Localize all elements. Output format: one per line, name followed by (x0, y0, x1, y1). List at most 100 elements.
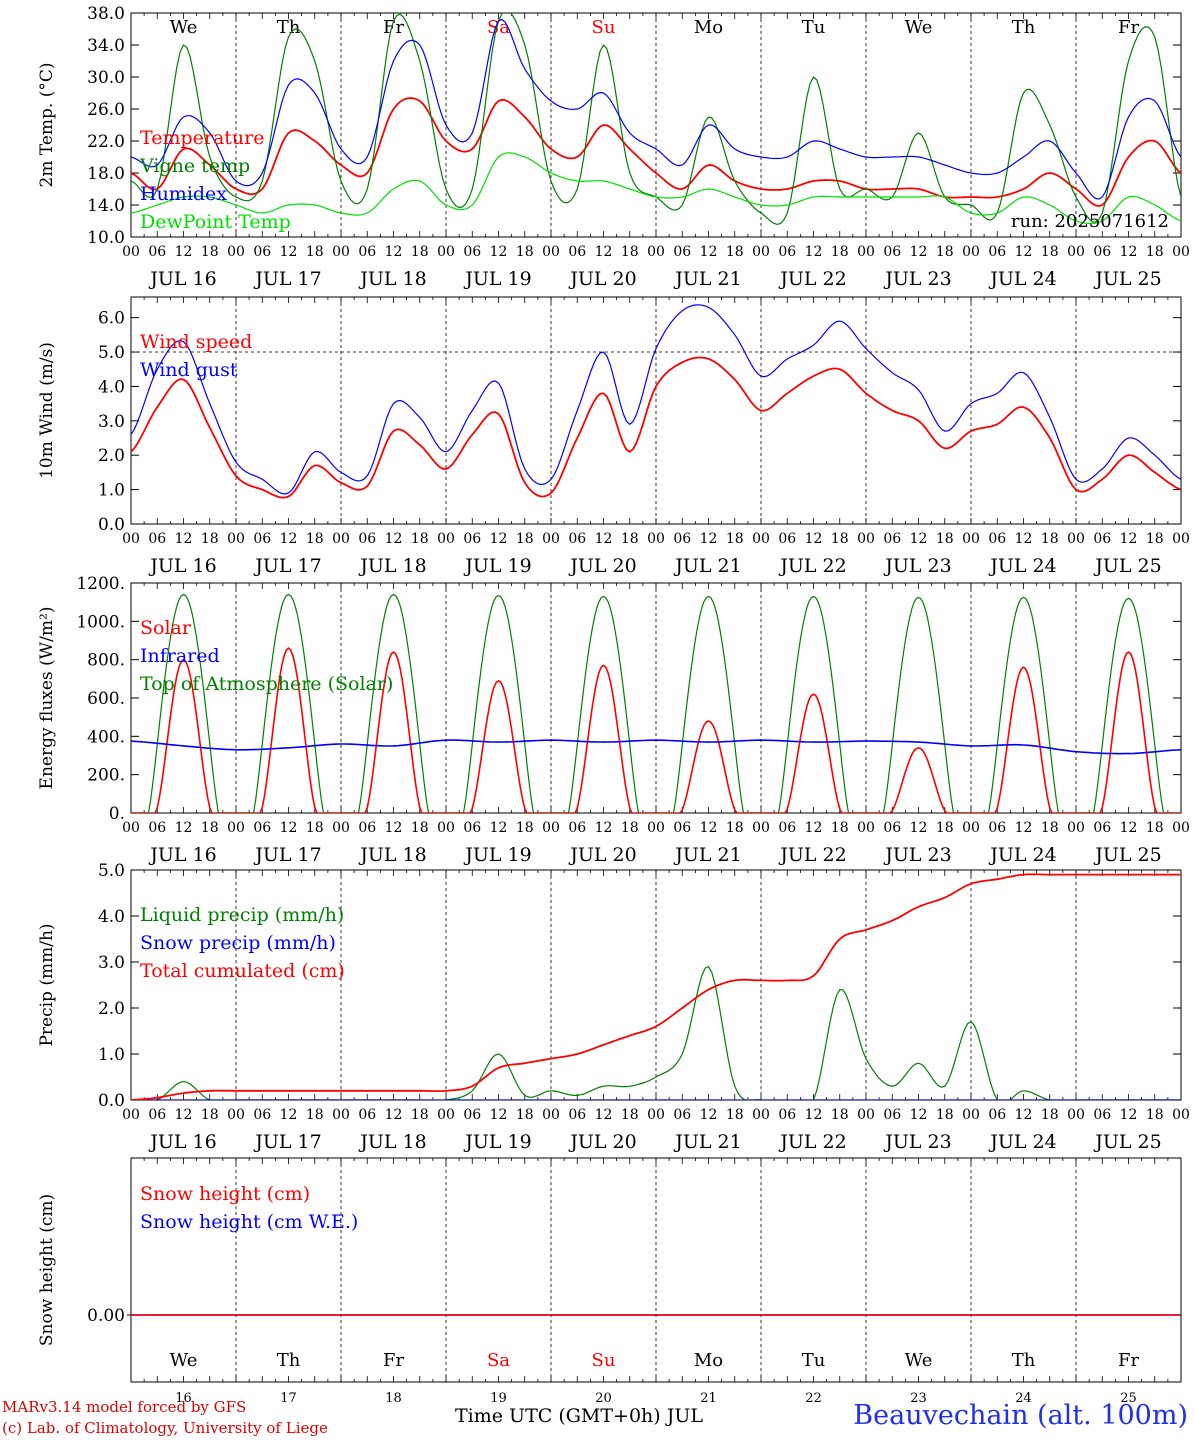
x-hour-label: 06 (988, 820, 1006, 836)
x-hour-label: 12 (280, 1107, 298, 1123)
x-hour-label: 06 (1093, 244, 1111, 260)
x-date-label: JUL 17 (253, 268, 321, 290)
day-number-label: 19 (490, 1391, 507, 1406)
x-date-label: JUL 17 (253, 555, 321, 577)
series-line-dewpoint-temp (131, 152, 1181, 225)
x-date-label: JUL 19 (463, 844, 531, 866)
x-hour-label: 06 (253, 1107, 271, 1123)
day-of-week-label: We (905, 17, 933, 38)
x-hour-label: 12 (910, 1107, 928, 1123)
x-date-label: JUL 22 (778, 1131, 846, 1153)
x-hour-label: 00 (962, 531, 980, 547)
x-hour-label: 00 (332, 1107, 350, 1123)
x-hour-label: 12 (1015, 531, 1033, 547)
y-axis-title: 2m Temp. (°C) (37, 62, 57, 187)
x-hour-label: 18 (831, 1107, 849, 1123)
day-number-label: 25 (1120, 1391, 1137, 1406)
x-hour-label: 12 (805, 1107, 823, 1123)
x-hour-label: 00 (1067, 820, 1085, 836)
x-hour-label: 00 (332, 820, 350, 836)
y-tick-label: 3.0 (98, 953, 125, 973)
x-hour-label: 06 (778, 244, 796, 260)
legend-entry: Solar (140, 617, 192, 639)
x-date-label: JUL 25 (1093, 1131, 1161, 1153)
x-hour-label: 12 (490, 244, 508, 260)
x-hour-label: 18 (621, 244, 639, 260)
x-date-label: JUL 23 (883, 1131, 951, 1153)
x-hour-label: 18 (621, 1107, 639, 1123)
y-axis-title: Precip (mm/h) (37, 923, 57, 1046)
x-hour-label: 18 (726, 244, 744, 260)
series-line-liquid-precip-mm-h (131, 965, 1181, 1100)
panel-5: 0.00 Snow height (cm) We Th Fr Sa Su Mo Tu We Th Fr… (37, 1157, 1182, 1406)
x-hour-label: 00 (227, 820, 245, 836)
x-hour-label: 18 (621, 531, 639, 547)
x-hour-label: 18 (306, 244, 324, 260)
legend-entry: Infrared (140, 645, 220, 667)
x-date-label: JUL 19 (463, 1131, 531, 1153)
x-hour-label: 18 (201, 1107, 219, 1123)
legend-entry: Wind gust (140, 359, 238, 381)
legend-entry: Snow height (cm) (140, 1183, 310, 1205)
x-hour-label: 18 (1146, 531, 1164, 547)
x-date-label: JUL 19 (463, 268, 531, 290)
day-of-week-label: Tu (802, 17, 826, 38)
day-of-week-label: Tu (802, 1350, 826, 1371)
x-hour-label: 18 (306, 820, 324, 836)
x-hour-label: 06 (463, 531, 481, 547)
legend-entry: Wind speed (140, 331, 252, 353)
x-date-label: JUL 17 (253, 844, 321, 866)
x-hour-label: 18 (1041, 244, 1059, 260)
x-hour-label: 18 (516, 244, 534, 260)
day-number-label: 17 (280, 1391, 297, 1406)
x-hour-label: 06 (463, 244, 481, 260)
x-hour-label: 06 (148, 1107, 166, 1123)
day-of-week-label: Th (1012, 1350, 1036, 1371)
x-date-label: JUL 17 (253, 1131, 321, 1153)
y-tick-label: 200. (87, 766, 125, 786)
lab-credit: (c) Lab. of Climatology, University of L… (2, 1419, 328, 1437)
x-hour-label: 06 (148, 531, 166, 547)
x-hour-label: 18 (936, 244, 954, 260)
series-layer (131, 873, 1181, 1100)
y-axis-title: 10m Wind (m/s) (37, 342, 57, 479)
x-date-label: JUL 24 (988, 268, 1056, 290)
x-hour-label: 12 (490, 820, 508, 836)
x-hour-label: 12 (910, 820, 928, 836)
x-hour-label: 18 (831, 820, 849, 836)
series-line-temperature (131, 97, 1181, 208)
x-hour-label: 12 (280, 820, 298, 836)
x-hour-label: 12 (700, 820, 718, 836)
series-layer (131, 593, 1181, 813)
x-hour-label: 06 (358, 531, 376, 547)
x-hour-label: 00 (542, 1107, 560, 1123)
x-hour-label: 06 (673, 1107, 691, 1123)
y-axis-title: Energy fluxes (W/m²) (37, 607, 57, 790)
day-number-label: 21 (700, 1391, 717, 1406)
x-hour-label: 12 (1015, 820, 1033, 836)
x-hour-label: 00 (647, 244, 665, 260)
x-hour-label: 12 (1120, 1107, 1138, 1123)
x-hour-label: 18 (201, 244, 219, 260)
x-hour-label: 00 (647, 820, 665, 836)
y-tick-label: 38.0 (87, 4, 125, 24)
x-hour-label: 18 (726, 531, 744, 547)
x-hour-label: 18 (306, 531, 324, 547)
legend-entry: Humidex (140, 183, 227, 205)
x-hour-label: 18 (201, 820, 219, 836)
x-date-label: JUL 21 (673, 844, 741, 866)
series-line-humidex (131, 18, 1181, 200)
x-hour-label: 00 (122, 820, 140, 836)
x-hour-label: 00 (227, 531, 245, 547)
x-hour-label: 06 (988, 531, 1006, 547)
x-hour-label: 18 (306, 1107, 324, 1123)
x-hour-label: 18 (936, 820, 954, 836)
x-hour-label: 06 (568, 820, 586, 836)
x-date-label: JUL 23 (883, 555, 951, 577)
x-hour-label: 12 (175, 531, 193, 547)
x-hour-label: 18 (201, 531, 219, 547)
x-hour-label: 00 (752, 244, 770, 260)
panel-2: 0.0 1.0 2.0 3.0 4.0 5.0 6.0 10m Wind (m/s) 00 06 1… (37, 296, 1190, 577)
day-number-label: 22 (805, 1391, 822, 1406)
x-hour-label: 00 (1172, 820, 1190, 836)
